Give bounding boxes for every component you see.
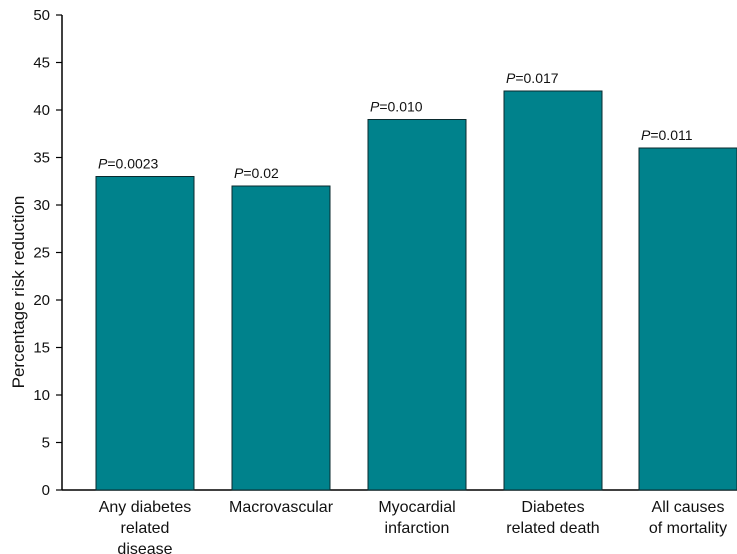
category-label: related xyxy=(121,520,170,537)
p-value-label: P=0.0023 xyxy=(98,156,159,172)
category-label: related death xyxy=(506,520,599,537)
bar xyxy=(638,147,737,491)
y-tick-label: 45 xyxy=(33,55,50,72)
p-value-prefix: P xyxy=(641,127,651,143)
p-value-number: =0.017 xyxy=(515,70,558,86)
p-value-number: =0.011 xyxy=(650,127,692,143)
category-label: Any diabetes xyxy=(99,499,192,516)
y-tick-label: 30 xyxy=(33,197,50,214)
category-label: All causes xyxy=(652,499,725,516)
bar xyxy=(95,176,195,491)
bar xyxy=(231,185,331,491)
y-tick-label: 20 xyxy=(33,292,50,309)
bar xyxy=(367,119,467,491)
y-tick-label: 10 xyxy=(33,387,50,404)
p-value-label: P=0.02 xyxy=(234,165,279,181)
p-value-prefix: P xyxy=(234,165,244,181)
p-value-label: P=0.017 xyxy=(506,70,559,86)
y-tick-label: 0 xyxy=(42,482,50,499)
category-label: Macrovascular xyxy=(229,499,334,516)
category-label: infarction xyxy=(385,520,450,537)
category-label: Diabetes xyxy=(521,499,584,516)
y-tick-label: 15 xyxy=(33,340,50,357)
category-label: Myocardial xyxy=(378,499,455,516)
y-tick-label: 50 xyxy=(33,7,50,24)
p-value-number: =0.0023 xyxy=(107,156,158,172)
p-value-label: P=0.011 xyxy=(641,127,693,143)
p-value-prefix: P xyxy=(370,99,380,115)
bars xyxy=(95,90,737,491)
p-value-label: P=0.010 xyxy=(370,99,423,115)
category-label: of mortality xyxy=(649,520,727,537)
p-value-number: =0.010 xyxy=(379,99,422,115)
p-value-prefix: P xyxy=(98,156,108,172)
y-tick-label: 5 xyxy=(42,435,50,452)
y-tick-label: 25 xyxy=(33,245,50,262)
y-tick-label: 35 xyxy=(33,150,50,167)
bar xyxy=(503,90,603,491)
y-axis-label: Percentage risk reduction xyxy=(9,196,28,389)
category-label: disease xyxy=(117,541,172,554)
y-tick-label: 40 xyxy=(33,102,50,119)
p-value-number: =0.02 xyxy=(243,165,279,181)
p-value-prefix: P xyxy=(506,70,516,86)
